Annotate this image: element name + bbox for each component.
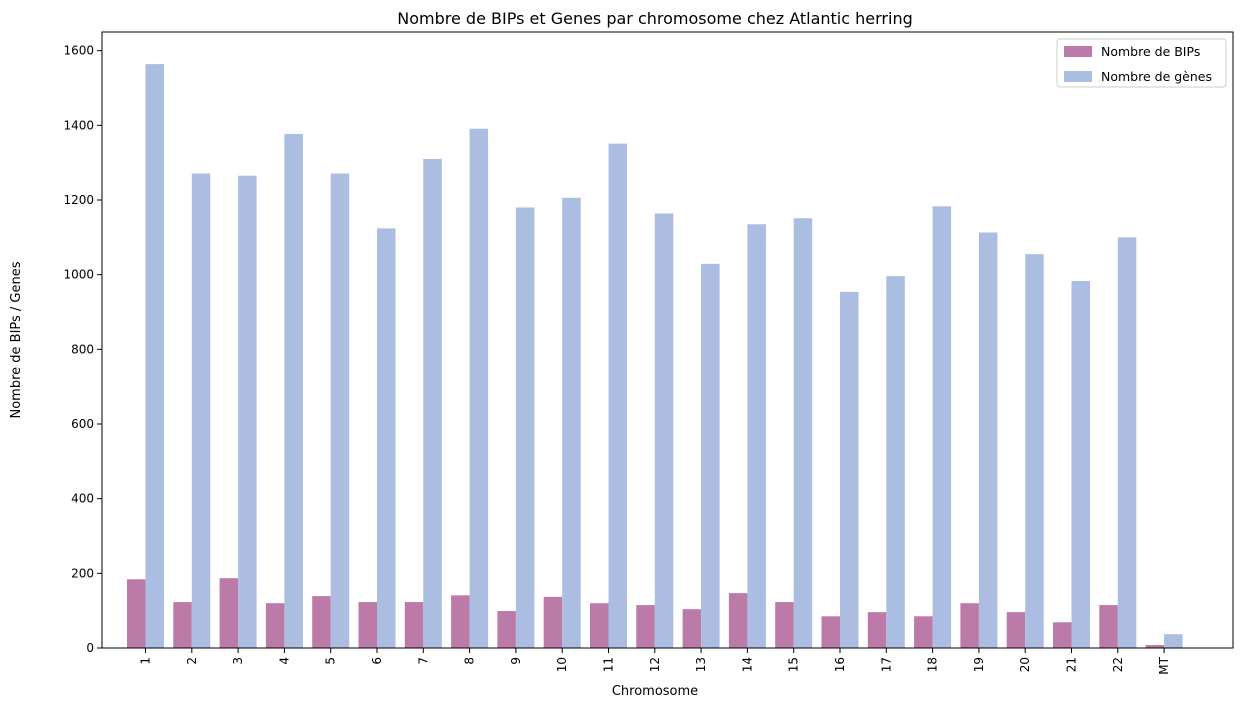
x-tick-label: 3	[231, 657, 245, 665]
legend-swatch	[1064, 71, 1092, 82]
x-tick-label: 2	[185, 657, 199, 665]
y-tick-label: 1400	[63, 118, 94, 132]
y-tick-label: 1600	[63, 44, 94, 58]
x-tick-label: 5	[324, 657, 338, 665]
chart-title: Nombre de BIPs et Genes par chromosome c…	[397, 9, 912, 28]
plot-frame	[101, 31, 1234, 649]
y-tick-label: 800	[71, 342, 94, 356]
genes-bar-4	[284, 133, 303, 649]
y-axis-label: Nombre de BIPs / Genes	[9, 261, 24, 418]
genes-bar-11	[608, 143, 627, 649]
y-tick-label: 600	[71, 417, 94, 431]
bips-bar-1	[127, 579, 146, 648]
legend-box	[1056, 38, 1227, 88]
genes-bar-21	[1071, 281, 1090, 648]
genes-bar-20	[1025, 254, 1044, 648]
genes-bar-17	[886, 276, 905, 648]
genes-bar-MT	[1164, 634, 1183, 648]
bips-bar-4	[265, 603, 285, 648]
genes-bar-12	[654, 213, 674, 648]
y-axis: 0 200 400 600 800 1000 1200 1400 1600	[63, 44, 102, 655]
x-tick-label: MT	[1157, 656, 1171, 674]
genes-bar-16	[840, 291, 859, 648]
bips-bar-14	[728, 593, 748, 648]
legend-label: Nombre de gènes	[1101, 69, 1212, 84]
legend: Nombre de BIPs Nombre de gènes	[1056, 38, 1227, 88]
x-tick-label: 11	[602, 657, 616, 672]
bips-bar-17	[867, 612, 887, 648]
genes-bar-5	[330, 173, 350, 648]
bips-bar-10	[543, 596, 563, 648]
x-tick-label: 4	[277, 657, 291, 665]
bips-bar-19	[960, 603, 979, 648]
x-tick-label: 21	[1065, 657, 1079, 672]
genes-bar-18	[932, 206, 952, 648]
x-tick-label: 20	[1018, 657, 1032, 672]
bips-bar-22	[1099, 605, 1118, 648]
bips-bar-6	[358, 602, 377, 648]
genes-bar-10	[562, 197, 581, 648]
bips-bar-3	[219, 578, 239, 648]
bips-bar-7	[404, 602, 424, 648]
y-tick-label: 400	[71, 492, 94, 506]
bips-bar-9	[497, 611, 516, 648]
genes-bar-22	[1117, 237, 1137, 649]
genes-bar-8	[469, 128, 489, 648]
genes-bar-3	[238, 175, 257, 648]
bips-bar-20	[1006, 612, 1026, 648]
genes-bar-6	[377, 228, 396, 648]
bips-bar-15	[775, 602, 794, 648]
bips-bar-11	[590, 603, 609, 648]
genes-bar-9	[515, 207, 535, 648]
genes-bar-7	[423, 158, 442, 648]
y-tick-label: 1000	[63, 268, 94, 282]
bips-bar-13	[682, 609, 702, 648]
x-tick-label: 19	[972, 657, 986, 672]
x-tick-label: 14	[740, 657, 754, 672]
x-tick-label: 22	[1111, 657, 1125, 672]
bips-bar-16	[821, 616, 840, 648]
x-tick-label: 8	[463, 657, 477, 665]
bips-bar-2	[173, 602, 192, 648]
bips-bar-12	[636, 605, 655, 648]
bips-bar-8	[451, 595, 470, 648]
bips-bar-5	[312, 596, 331, 648]
x-tick-label: 17	[879, 657, 893, 672]
x-axis-label: Chromosome	[612, 684, 698, 699]
bars-group	[127, 64, 1183, 649]
legend-label: Nombre de BIPs	[1101, 44, 1200, 59]
genes-bar-13	[701, 263, 720, 648]
x-tick-label: 10	[555, 657, 569, 672]
x-tick-label: 16	[833, 657, 847, 672]
x-tick-label: 18	[926, 657, 940, 672]
x-tick-label: 13	[694, 657, 708, 672]
genes-bar-14	[747, 224, 766, 648]
y-tick-label: 1200	[63, 193, 94, 207]
genes-bar-15	[793, 218, 813, 648]
bips-bar-21	[1053, 622, 1072, 648]
x-tick-label: 6	[370, 657, 384, 665]
x-tick-label: 15	[787, 657, 801, 672]
y-tick-label: 200	[71, 566, 94, 580]
x-tick-label: 1	[139, 657, 153, 665]
legend-swatch	[1064, 46, 1092, 57]
genes-bar-19	[978, 232, 998, 649]
genes-bar-1	[145, 64, 164, 648]
x-axis: 1 2 3 4 5 6 7 8 9 10 11 12 13 14 15 16 17 18 19 20 21 22 MT	[139, 648, 1171, 675]
genes-bar-2	[191, 173, 211, 648]
bips-bar-MT	[1145, 645, 1165, 648]
x-tick-label: 12	[648, 657, 662, 672]
x-tick-label: 7	[416, 657, 430, 665]
bips-bar-18	[914, 616, 933, 648]
y-tick-label: 0	[86, 641, 94, 655]
x-tick-label: 9	[509, 657, 523, 665]
